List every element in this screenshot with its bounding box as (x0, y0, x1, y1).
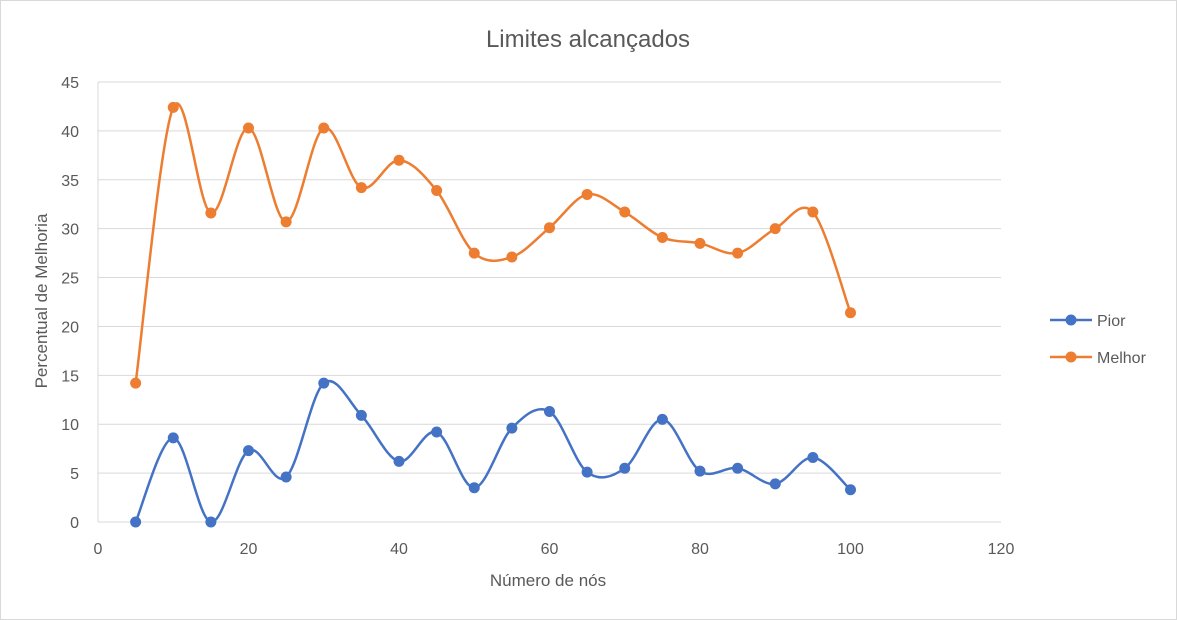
data-point-melhor (544, 222, 555, 234)
data-point-melhor (619, 206, 631, 218)
data-point-melhor (656, 231, 668, 243)
data-point-melhor (205, 207, 217, 219)
y-tick-label: 15 (61, 368, 79, 385)
data-point-melhor (130, 377, 142, 389)
y-tick-label: 35 (61, 173, 79, 190)
data-point-melhor (318, 122, 330, 134)
x-tick-label: 40 (390, 541, 408, 558)
legend: Pior Melhor (1050, 313, 1147, 367)
legend-marker-pior (1065, 314, 1077, 326)
data-point-melhor (581, 188, 593, 200)
x-tick-label: 120 (988, 541, 1015, 558)
y-axis-title: Percentual de Melhoria (32, 213, 51, 388)
y-tick-label: 0 (70, 515, 79, 532)
data-point-pior (280, 471, 292, 483)
data-point-pior (656, 413, 668, 425)
y-tick-label: 25 (61, 271, 79, 288)
y-axis-ticks: 0 5 10 15 20 25 30 35 40 45 (61, 75, 79, 532)
legend-marker-melhor (1065, 351, 1077, 363)
series-line-pior (134, 379, 852, 524)
y-tick-label: 20 (61, 319, 79, 336)
data-point-melhor (167, 101, 179, 113)
legend-label-melhor: Melhor (1097, 350, 1147, 367)
data-point-pior (769, 478, 781, 490)
y-tick-label: 30 (61, 222, 79, 239)
x-axis-title: Número de nós (490, 571, 606, 590)
series-pior (130, 377, 856, 528)
legend-item-melhor: Melhor (1050, 350, 1147, 367)
data-point-pior (205, 516, 217, 528)
data-point-pior (393, 455, 405, 467)
data-point-melhor (732, 247, 744, 259)
y-tick-label: 40 (61, 124, 79, 141)
data-point-melhor (280, 216, 292, 228)
data-point-melhor (807, 206, 819, 218)
legend-label-pior: Pior (1097, 313, 1126, 330)
x-tick-label: 60 (541, 541, 559, 558)
data-point-melhor (468, 247, 480, 259)
data-point-melhor (506, 251, 518, 263)
x-tick-label: 0 (94, 541, 103, 558)
x-tick-label: 80 (691, 541, 709, 558)
data-point-melhor (431, 185, 443, 197)
data-point-pior (807, 451, 819, 463)
data-point-pior (431, 426, 443, 438)
data-point-pior (167, 432, 179, 444)
data-point-pior (355, 409, 367, 421)
y-tick-label: 10 (61, 417, 79, 434)
data-point-melhor (393, 154, 405, 166)
y-tick-label: 5 (70, 466, 79, 483)
x-tick-label: 100 (837, 541, 864, 558)
data-point-pior (468, 482, 480, 494)
data-point-pior (845, 484, 856, 496)
series-line-melhor (134, 102, 852, 384)
data-point-pior (318, 377, 330, 389)
data-point-melhor (355, 182, 367, 194)
data-point-melhor (243, 122, 254, 134)
data-point-pior (243, 445, 254, 457)
data-point-melhor (769, 223, 781, 235)
legend-item-pior: Pior (1050, 313, 1126, 330)
series-melhor (130, 101, 856, 389)
data-point-pior (581, 466, 593, 478)
data-point-pior (732, 462, 744, 474)
data-point-pior (506, 422, 518, 434)
data-point-melhor (845, 307, 856, 319)
data-point-pior (544, 406, 555, 418)
y-tick-label: 45 (61, 75, 79, 92)
x-axis-ticks: 0 20 40 60 80 100 120 (94, 541, 1015, 558)
data-point-pior (619, 462, 631, 474)
series-layer (130, 101, 856, 528)
x-tick-label: 20 (240, 541, 258, 558)
data-point-pior (130, 516, 142, 528)
chart-title: Limites alcançados (486, 26, 690, 53)
data-point-pior (694, 465, 706, 477)
data-point-melhor (694, 237, 706, 249)
gridlines (97, 81, 1001, 523)
